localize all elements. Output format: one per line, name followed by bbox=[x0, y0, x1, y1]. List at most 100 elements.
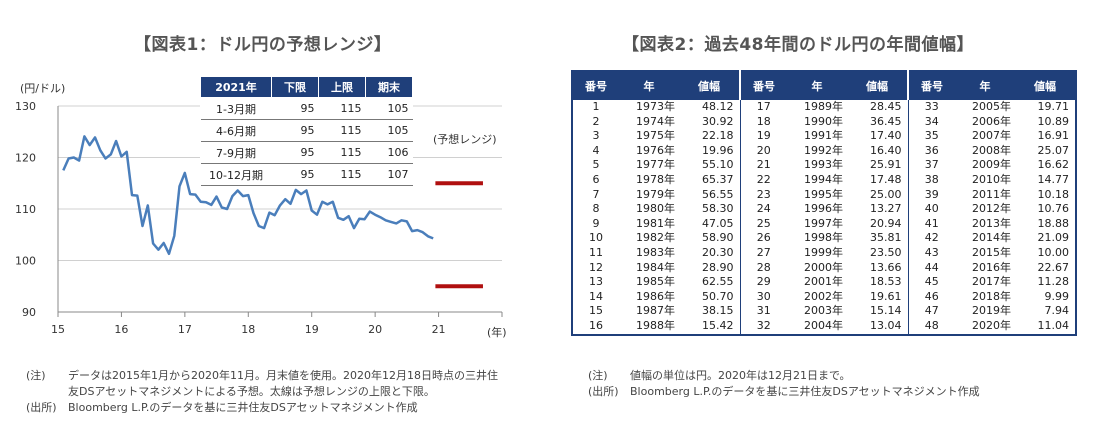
y-tick-label: 110 bbox=[15, 203, 36, 216]
table-cell: 1979年 bbox=[636, 187, 675, 201]
x-tick-label: 21 bbox=[432, 323, 446, 336]
table-row: 7 1979年 56.55 23 1995年 25.00 39 2011年 10.18 bbox=[572, 187, 1076, 203]
table-cell: 1975年 bbox=[636, 129, 675, 143]
table-cell: 20.30 bbox=[679, 245, 741, 261]
table-cell: 13.66 bbox=[847, 260, 909, 276]
table-cell: 38.15 bbox=[679, 304, 741, 319]
table-row: 5 1977年 55.10 21 1993年 25.91 37 2009年 16.62 bbox=[572, 158, 1076, 173]
table-cell: 1980年 bbox=[636, 202, 675, 216]
table-cell: 20 bbox=[756, 143, 771, 157]
table-header-cell: 値幅 bbox=[679, 71, 741, 100]
table-cell: 1995年 bbox=[804, 187, 843, 201]
table-cell: 15.14 bbox=[847, 304, 909, 319]
table-cell: 2 bbox=[592, 114, 600, 128]
table-header-cell: 2021年 bbox=[200, 76, 272, 98]
table-cell: 11.28 bbox=[1037, 275, 1070, 289]
table-cell: 21 bbox=[756, 158, 771, 172]
table-cell: 34 bbox=[924, 114, 939, 128]
table-cell: 35.81 bbox=[847, 231, 909, 246]
table-cell: 9 bbox=[592, 216, 600, 230]
table-cell: 2016年 bbox=[972, 260, 1011, 274]
table-cell: 47 bbox=[924, 304, 939, 318]
table-cell: 33 bbox=[924, 100, 939, 113]
table-row: 7-9月期 95 115 106 bbox=[200, 141, 413, 164]
table-cell: 48.12 bbox=[679, 100, 741, 115]
table-cell: 7-9月期 bbox=[200, 141, 272, 164]
table-cell: 2018年 bbox=[972, 289, 1011, 303]
y-tick-label: 120 bbox=[15, 152, 36, 165]
table-cell: 10.18 bbox=[1037, 187, 1070, 201]
table-cell: 45 bbox=[924, 275, 939, 289]
table-cell: 2011年 bbox=[972, 187, 1011, 201]
table-cell: 47.05 bbox=[679, 216, 741, 232]
table-row: 16 1988年 15.42 32 2004年 13.04 48 2020年 11.04 bbox=[572, 318, 1076, 335]
table-cell: 1986年 bbox=[636, 289, 675, 303]
table-cell: 14.77 bbox=[1037, 172, 1070, 186]
table-cell: 35 bbox=[924, 129, 939, 143]
table-cell: 1999年 bbox=[804, 245, 843, 259]
x-axis-label: (年) bbox=[487, 325, 507, 339]
table-cell: 10.89 bbox=[1037, 114, 1070, 128]
table-cell: 3 bbox=[592, 129, 600, 143]
note-line: (注) 値幅の単位は円。2020年は12月21日まで。 bbox=[588, 369, 851, 382]
table-cell: 24 bbox=[756, 202, 771, 216]
table-cell: 16.91 bbox=[1037, 129, 1070, 143]
table-row: 13 1985年 62.55 29 2001年 18.53 45 2017年 11.28 bbox=[572, 275, 1076, 290]
table-cell: 4-6月期 bbox=[200, 119, 272, 142]
table-cell: 4 bbox=[592, 143, 600, 157]
table-row: 14 1986年 50.70 30 2002年 19.61 46 2018年 9.99 bbox=[572, 289, 1076, 305]
table-cell: 28.45 bbox=[847, 100, 909, 115]
table-cell: 20.94 bbox=[847, 216, 909, 232]
forecast-range-label: (予想レンジ) bbox=[433, 132, 497, 146]
table-cell: 2010年 bbox=[972, 172, 1011, 186]
table-cell: 40 bbox=[924, 202, 939, 216]
table-cell: 8 bbox=[592, 202, 600, 216]
table-cell: 25 bbox=[756, 216, 771, 230]
table-cell: 32 bbox=[756, 318, 771, 332]
table-cell: 12 bbox=[589, 260, 603, 274]
table-cell: 22.18 bbox=[679, 129, 741, 144]
table-cell: 16.40 bbox=[847, 143, 909, 159]
table-cell: 15 bbox=[589, 304, 603, 318]
table-cell: 14 bbox=[589, 289, 603, 303]
table-cell: 28.90 bbox=[679, 260, 741, 276]
table-cell: 95 bbox=[271, 163, 319, 186]
table-cell: 1 bbox=[592, 100, 600, 113]
table-cell: 1991年 bbox=[804, 129, 843, 143]
table-cell: 22 bbox=[756, 172, 771, 186]
table-cell: 107 bbox=[365, 163, 413, 186]
chart-notes: (注) データは2015年1月から2020年11月。月末値を使用。2020年12月… bbox=[26, 368, 498, 416]
table-cell: 42 bbox=[924, 231, 939, 245]
table-cell: 1982年 bbox=[636, 231, 675, 245]
table-row: 8 1980年 58.30 24 1996年 13.27 40 2012年 10.76 bbox=[572, 202, 1076, 217]
table-cell: 13 bbox=[589, 275, 603, 289]
table-cell: 2013年 bbox=[972, 216, 1011, 230]
table-cell: 17 bbox=[756, 100, 771, 113]
table-cell: 1977年 bbox=[636, 158, 675, 172]
table-cell: 2009年 bbox=[972, 158, 1011, 172]
table-cell: 36 bbox=[924, 143, 939, 157]
table-cell: 106 bbox=[365, 141, 413, 164]
table-cell: 21.09 bbox=[1037, 231, 1070, 245]
table-row: 4 1976年 19.96 20 1992年 16.40 36 2008年 25.07 bbox=[572, 143, 1076, 159]
table-cell: 95 bbox=[271, 119, 319, 142]
table-row: 2 1974年 30.92 18 1990年 36.45 34 2006年 10.89 bbox=[572, 114, 1076, 130]
table-header-cell: 期末 bbox=[365, 76, 413, 98]
table-header-cell: 年 bbox=[955, 71, 1015, 100]
table-header-cell: 上限 bbox=[318, 76, 366, 98]
table-cell: 43 bbox=[924, 245, 939, 259]
table-cell: 26 bbox=[756, 231, 771, 245]
table-cell: 1987年 bbox=[636, 304, 675, 318]
table-cell: 2001年 bbox=[804, 275, 843, 289]
table-title: 【図表2：過去48年間のドル円の年間値幅】 bbox=[622, 35, 974, 55]
table-cell: 65.37 bbox=[679, 172, 741, 188]
table-cell: 13.04 bbox=[847, 318, 909, 335]
forecast-range-table: 2021年 下限 上限 期末 1-3月期 95 115 105 4-6月期 95 115 105 7-… bbox=[200, 76, 413, 186]
table-cell: 115 bbox=[318, 119, 366, 142]
table-cell: 44 bbox=[924, 260, 939, 274]
table-header-cell: 年 bbox=[619, 71, 679, 100]
table-cell: 22.67 bbox=[1037, 260, 1070, 274]
note-line: (注) データは2015年1月から2020年11月。月末値を使用。2020年12月… bbox=[26, 369, 498, 382]
table-cell: 13.27 bbox=[847, 202, 909, 217]
table-cell: 37 bbox=[924, 158, 939, 172]
